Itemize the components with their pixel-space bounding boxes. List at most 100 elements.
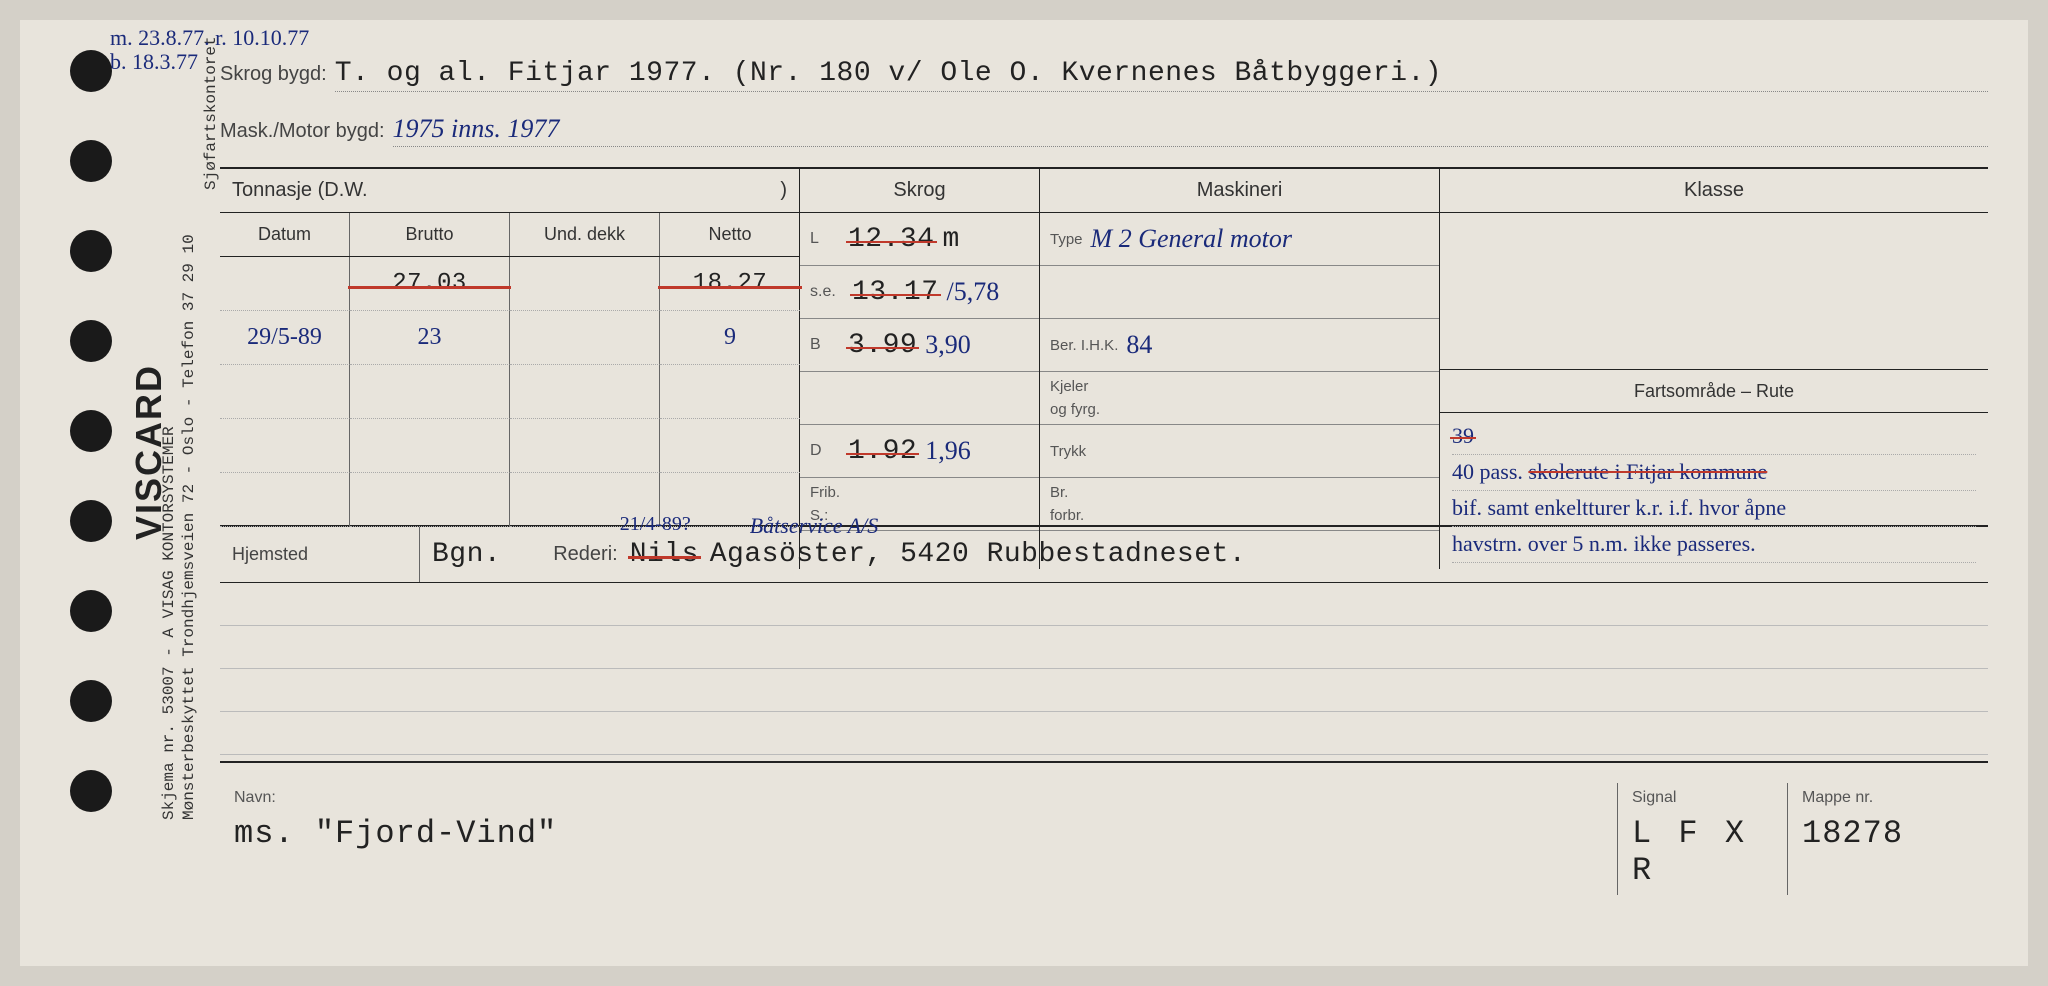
rederi-over: Båtservice A/S: [750, 513, 879, 539]
label-type: Type: [1050, 231, 1083, 248]
punch-holes: [20, 20, 140, 966]
val-L-old: 12.34: [848, 224, 935, 255]
header-tonnasje: Tonnasje (D.W.: [232, 179, 368, 202]
cell-und-0: [510, 257, 660, 311]
label-B: B: [810, 336, 840, 354]
header-maskineri: Maskineri: [1040, 169, 1439, 213]
tonnasje-rows: 27.03 18.27 29/5-89 23 9: [220, 257, 799, 527]
header-klasse: Klasse: [1440, 169, 1988, 213]
val-signal: L F X R: [1632, 815, 1773, 889]
label-hjemsted: Hjemsted: [232, 544, 308, 565]
cell-netto-0: 18.27: [660, 257, 800, 311]
col-tonnasje: Tonnasje (D.W. ) Datum Brutto Und. dekk …: [220, 169, 800, 569]
margin-note-1: m. 23.8.77. r. 10.10.77: [110, 26, 309, 50]
cell-blank: [350, 473, 510, 527]
cell-signal: Signal L F X R: [1618, 783, 1788, 895]
cell-blank: [510, 365, 660, 419]
cell-brutto-1: 23: [350, 311, 510, 365]
rederi-date-note: 21/4-89?: [620, 513, 691, 536]
cell-mappe: Mappe nr. 18278: [1788, 783, 1988, 895]
farts-struck: skolerute i Fitjar kommune: [1528, 459, 1767, 484]
index-card: VISCARD Skjema nr. 53007 - A VISAG KONTO…: [20, 20, 2028, 966]
val-hjemsted: Bgn.: [432, 539, 501, 570]
row-se: s.e. 13.17 /5,78: [800, 266, 1039, 319]
main-grid: Tonnasje (D.W. ) Datum Brutto Und. dekk …: [220, 167, 1988, 527]
label-br1: Br.: [1050, 485, 1068, 500]
farts-line-0: 39: [1452, 419, 1976, 455]
value-skrog-bygd: T. og al. Fitjar 1977. (Nr. 180 v/ Ole O…: [335, 58, 1988, 92]
th-datum: Datum: [220, 213, 350, 256]
val-type: M 2 General motor: [1091, 224, 1292, 254]
label-ber: Ber. I.H.K.: [1050, 337, 1118, 354]
cell-blank: [350, 365, 510, 419]
cell-und-1: [510, 311, 660, 365]
row-motor-bygd: Mask./Motor bygd: 1975 inns. 1977: [220, 114, 1988, 147]
row-skrog-bygd: Skrog bygd: T. og al. Fitjar 1977. (Nr. …: [220, 58, 1988, 92]
label-navn: Navn:: [234, 789, 1603, 807]
row-br: Br. forbr.: [1040, 478, 1439, 531]
col-maskineri: Maskineri Type M 2 General motor Ber. I.…: [1040, 169, 1440, 569]
label-D: D: [810, 442, 840, 460]
val-navn: ms. "Fjord-Vind": [234, 815, 1603, 852]
row-type: Type M 2 General motor: [1040, 213, 1439, 266]
bottom-row: Navn: ms. "Fjord-Vind" Signal L F X R Ma…: [220, 783, 1988, 873]
header-skrog: Skrog: [800, 169, 1039, 213]
margin-note-2: b. 18.3.77: [110, 50, 309, 74]
cell-brutto-0: 27.03: [350, 257, 510, 311]
cell-blank: [660, 419, 800, 473]
label-kjeler1: Kjeler: [1050, 379, 1088, 394]
rederi-value: Agasöster, 5420 Rubbestadneset.: [710, 539, 1246, 570]
cell-blank: [510, 419, 660, 473]
label-se: s.e.: [810, 283, 844, 301]
label-L: L: [810, 230, 840, 248]
th-brutto: Brutto: [350, 213, 510, 256]
row-trykk: Trykk: [1040, 425, 1439, 478]
val-D-old: 1.92: [848, 436, 917, 467]
val-se-old: 13.17: [852, 277, 939, 308]
row-blank-dim: [800, 372, 1039, 425]
val-mappe: 18278: [1802, 815, 1974, 852]
header-tonnasje-close: ): [780, 179, 787, 202]
farts-line-2: bif. samt enkeltturer k.r. i.f. hvor åpn…: [1452, 491, 1976, 527]
col-klasse: Klasse Fartsområde – Rute 39 40 pass. sk…: [1440, 169, 1988, 569]
label-kjeler2: og fyrg.: [1050, 402, 1100, 417]
row-kjeler: Kjeler og fyrg.: [1040, 372, 1439, 425]
cell-datum-0: [220, 257, 350, 311]
val-ber: 84: [1126, 330, 1152, 360]
label-br2: forbr.: [1050, 508, 1084, 523]
header-fartsomrade: Fartsområde – Rute: [1440, 369, 1988, 413]
row-D: D 1.92 1,96: [800, 425, 1039, 478]
label-signal: Signal: [1632, 789, 1773, 807]
farts-39: 39: [1452, 423, 1474, 448]
val-se-new: /5,78: [947, 277, 1000, 307]
th-netto: Netto: [660, 213, 800, 256]
col-skrog: Skrog L 12.34 m s.e. 13.17 /5,78 B 3.99: [800, 169, 1040, 569]
val-B-old: 3.99: [848, 330, 917, 361]
cell-blank: [220, 365, 350, 419]
val-D-new: 1,96: [925, 436, 971, 466]
label-motor-bygd: Mask./Motor bygd:: [220, 120, 385, 143]
val-B-new: 3,90: [925, 330, 971, 360]
margin-notes: m. 23.8.77. r. 10.10.77 b. 18.3.77: [110, 26, 309, 74]
label-frib: Frib.: [810, 485, 840, 500]
cell-blank: [220, 419, 350, 473]
label-mappe: Mappe nr.: [1802, 789, 1974, 807]
farts-line-1: 40 pass. skolerute i Fitjar kommune: [1452, 455, 1976, 491]
cell-netto-1: 9: [660, 311, 800, 365]
row-B: B 3.99 3,90: [800, 319, 1039, 372]
card-body: m. 23.8.77. r. 10.10.77 b. 18.3.77 Skrog…: [140, 20, 2028, 966]
label-rederi: Rederi:: [553, 543, 617, 566]
cell-blank: [660, 365, 800, 419]
rederi-nils: Nils: [630, 539, 699, 570]
th-und-dekk: Und. dekk: [510, 213, 660, 256]
cell-datum-1: 29/5-89: [220, 311, 350, 365]
cell-blank: [220, 473, 350, 527]
cell-blank: [350, 419, 510, 473]
row-hjemsted: Hjemsted Bgn. Rederi: 21/4-89? Båtservic…: [220, 527, 1988, 583]
row-mask-blank1: [1040, 266, 1439, 319]
val-L-unit: m: [943, 224, 960, 255]
cell-navn: Navn: ms. "Fjord-Vind": [220, 783, 1618, 895]
blank-ruled-area: [220, 583, 1988, 763]
row-ber: Ber. I.H.K. 84: [1040, 319, 1439, 372]
row-L: L 12.34 m: [800, 213, 1039, 266]
